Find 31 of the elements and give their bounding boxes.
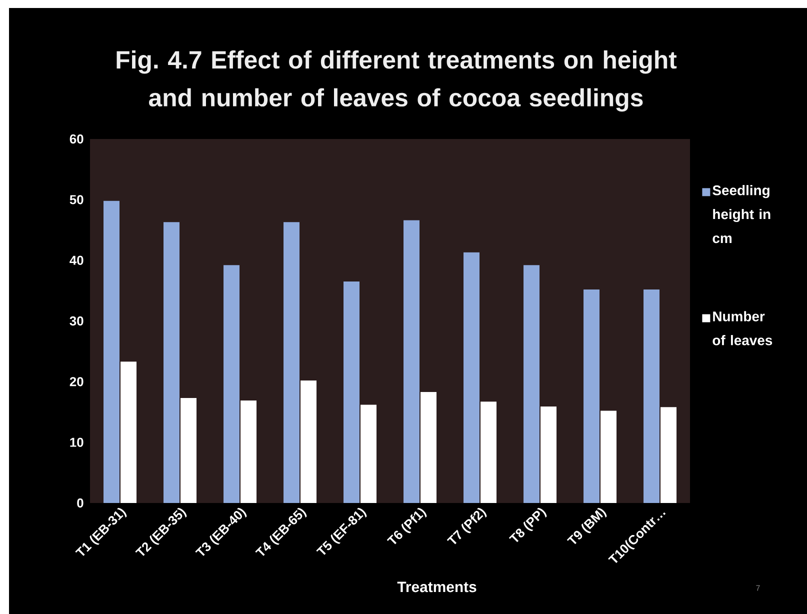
y-tick-label: 10	[70, 438, 84, 447]
bar	[540, 406, 557, 503]
bar	[524, 265, 540, 503]
bar	[300, 380, 317, 503]
y-tick-label: 50	[70, 195, 84, 204]
bar	[584, 289, 600, 503]
y-tick-label: 40	[70, 256, 84, 265]
bar	[420, 392, 437, 503]
y-tick-label: 30	[70, 316, 84, 326]
bar	[644, 289, 660, 503]
bar	[164, 222, 180, 503]
bar	[344, 282, 360, 503]
bar	[404, 220, 420, 503]
bar	[224, 265, 240, 503]
bar	[660, 407, 677, 503]
chart-title: Fig. 4.7 Effect of different treatments on height and number of leaves of cocoa seedlings	[116, 50, 677, 112]
y-tick-label: 60	[70, 134, 84, 144]
x-axis-title: Treatments	[397, 582, 476, 592]
bar	[284, 222, 300, 503]
bar	[480, 402, 497, 503]
bar	[600, 410, 617, 503]
y-tick-label: 20	[70, 377, 84, 386]
legend-label: Number of leaves	[712, 311, 772, 346]
bar	[104, 200, 120, 503]
legend-label: Seedling height in cm	[712, 185, 770, 244]
y-tick-label: 0	[77, 498, 84, 508]
bar	[180, 398, 197, 503]
bar	[240, 400, 257, 503]
bar	[360, 404, 377, 503]
bar	[120, 362, 137, 503]
bar	[464, 252, 480, 503]
